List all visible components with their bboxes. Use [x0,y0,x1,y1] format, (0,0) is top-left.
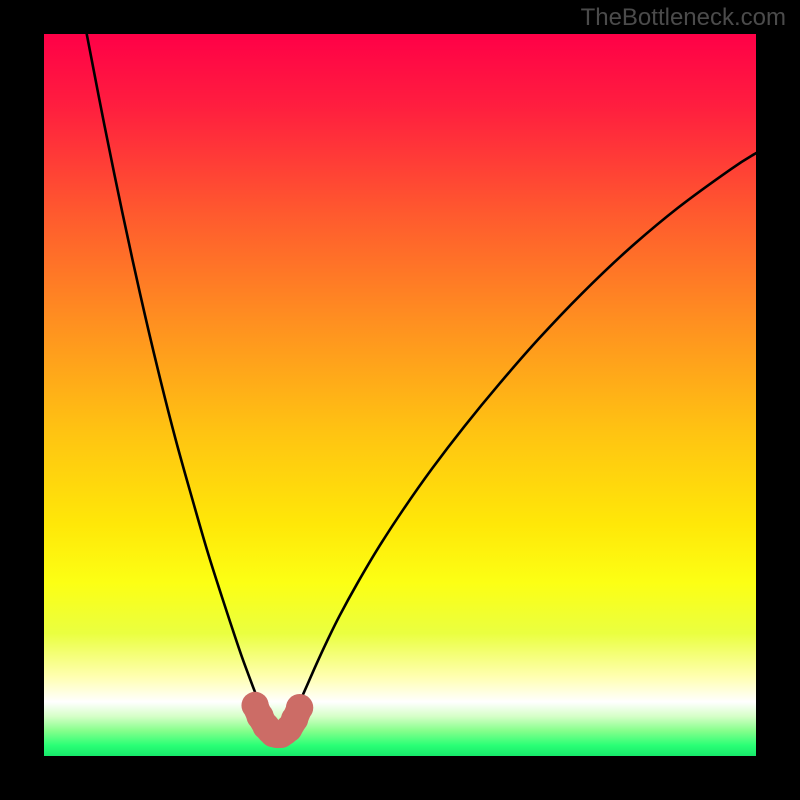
watermark-text: TheBottleneck.com [581,4,786,32]
bottleneck-curve-plot [0,0,800,800]
valley-nub-bead [286,694,313,721]
chart-frame: TheBottleneck.com [0,0,800,800]
gradient-background [44,34,756,756]
